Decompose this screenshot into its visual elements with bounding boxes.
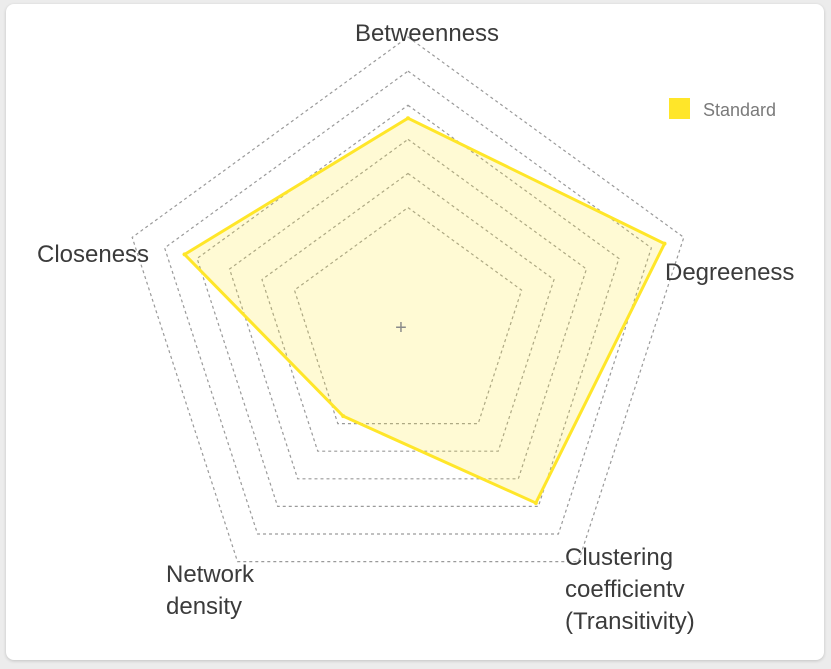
radar-grid [131, 36, 685, 563]
grid-ring-1 [131, 36, 685, 563]
data-point-2[interactable] [533, 500, 538, 505]
data-point-1[interactable] [662, 241, 667, 246]
grid-ring-2 [163, 70, 653, 535]
center-marker: + [395, 317, 407, 339]
data-point-4[interactable] [182, 252, 187, 257]
axis-labels: Betweenness Degreeness Clustering coefficie… [37, 20, 794, 635]
axis-label-4: Closeness [37, 241, 149, 268]
axis-label-2: Clustering coefficientv (Transitivity) [565, 544, 695, 635]
axis-label-1: Degreeness [665, 259, 794, 286]
grid-ring-5 [261, 172, 555, 452]
legend[interactable]: Standard [669, 98, 776, 120]
grid-ring-6 [293, 206, 523, 425]
radar-series [182, 116, 667, 505]
grid-ring-3 [196, 104, 620, 508]
legend-label: Standard [703, 100, 776, 120]
grid-ring-4 [228, 138, 588, 480]
axis-label-3: Network density [166, 561, 255, 620]
data-point-0[interactable] [406, 116, 410, 121]
axis-label-0: Betweenness [355, 20, 499, 47]
legend-swatch [669, 98, 690, 119]
series-area-0[interactable] [182, 116, 667, 505]
data-point-3[interactable] [341, 414, 346, 419]
